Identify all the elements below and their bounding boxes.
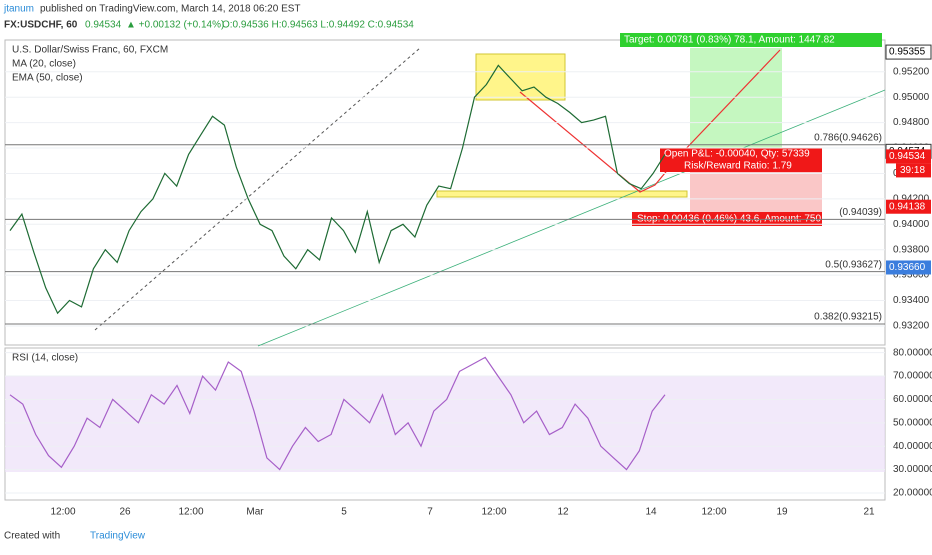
y-tick-label: 0.95200 bbox=[893, 66, 930, 77]
rr: Risk/Reward Ratio: 1.79 bbox=[684, 161, 792, 172]
main-pane bbox=[4, 39, 886, 346]
rsi-tick-label: 60.00000 bbox=[893, 394, 932, 405]
header: jtanum published on TradingView.com, Mar… bbox=[3, 4, 414, 31]
target: Target: 0.00781 (0.83%) 78.1, Amount: 14… bbox=[624, 35, 835, 46]
rsi-tick-label: 40.00000 bbox=[893, 441, 932, 452]
x-tick-label: 19 bbox=[776, 507, 788, 518]
ema-legend: EMA (50, close) bbox=[12, 73, 83, 84]
y-tick-label: 0.94000 bbox=[893, 219, 930, 230]
x-tick-label: Mar bbox=[246, 507, 264, 518]
rsi-tick-label: 30.00000 bbox=[893, 464, 932, 475]
x-tick-label: 7 bbox=[427, 507, 433, 518]
price-label-box bbox=[886, 260, 931, 275]
published: published on TradingView.com, March 14, … bbox=[40, 4, 301, 15]
fib-label: 0.786(0.94626) bbox=[814, 132, 882, 143]
x-tick-label: 12 bbox=[557, 507, 569, 518]
y-tick-label: 0.94200 bbox=[893, 193, 930, 204]
profit-zone bbox=[690, 48, 782, 160]
trendline bbox=[257, 89, 886, 347]
last: 0.94534 bbox=[85, 20, 122, 31]
countdown-box bbox=[896, 163, 931, 178]
symbol: FX:USDCHF, 60 bbox=[4, 20, 78, 31]
y-tick-label: 0.95000 bbox=[893, 92, 930, 103]
x-tick-label: 12:00 bbox=[481, 507, 506, 518]
x-tick-label: 26 bbox=[119, 507, 131, 518]
user: jtanum bbox=[3, 4, 34, 15]
fib-label: 0.382(0.93215) bbox=[814, 312, 882, 323]
zone-bottom bbox=[436, 190, 688, 198]
rsi-tick-label: 70.00000 bbox=[893, 371, 932, 382]
rsi-legend: RSI (14, close) bbox=[12, 353, 78, 364]
fib-label: (0.94039) bbox=[839, 207, 882, 218]
chart-layer: 0.93200 0.93400 0.93600 0.93800 0.94000 0.942… bbox=[5, 44, 932, 518]
rsi-line bbox=[9, 356, 666, 471]
y-tick-label: 0.93200 bbox=[893, 321, 930, 332]
created: Created with bbox=[4, 531, 60, 542]
brand: TradingView bbox=[90, 531, 146, 542]
pnl-box bbox=[660, 148, 822, 172]
x-tick-label: 12:00 bbox=[701, 507, 726, 518]
price-line bbox=[9, 64, 666, 315]
rsi-tick-label: 50.00000 bbox=[893, 417, 932, 428]
price-label-box bbox=[885, 44, 932, 60]
x-tick-label: 14 bbox=[645, 507, 657, 518]
target-box bbox=[620, 33, 882, 47]
price-label: 0.93660 bbox=[889, 262, 926, 273]
y-tick-label: 0.94800 bbox=[893, 117, 930, 128]
price-label: 0.94534 bbox=[889, 151, 926, 162]
rsi-band bbox=[5, 376, 885, 472]
y-tick-label: 0.93400 bbox=[893, 295, 930, 306]
price-label: 0.95355 bbox=[889, 47, 926, 58]
ohlc: O:0.94536 H:0.94563 L:0.94492 C:0.94534 bbox=[222, 20, 414, 31]
price-label-box bbox=[886, 149, 931, 164]
y-tick-label: 0.93800 bbox=[893, 244, 930, 255]
ma-legend: MA (20, close) bbox=[12, 59, 76, 70]
rsi-tick-label: 80.00000 bbox=[893, 347, 932, 358]
x-tick-label: 12:00 bbox=[178, 507, 203, 518]
change: ▲ +0.00132 (+0.14%) bbox=[126, 20, 224, 31]
y-tick-label: 0.93600 bbox=[893, 270, 930, 281]
x-tick-label: 5 bbox=[341, 507, 347, 518]
fib-label: 0.5(0.93627) bbox=[825, 259, 882, 270]
price-label: 0.94138 bbox=[889, 201, 926, 212]
countdown: 39:18 bbox=[900, 165, 925, 176]
x-tick-label: 21 bbox=[863, 507, 875, 518]
pnl: Open P&L: -0.00040, Qty: 57339 bbox=[664, 149, 810, 160]
instrument: U.S. Dollar/Swiss Franc, 60, FXCM bbox=[12, 45, 168, 56]
price-label-box bbox=[886, 199, 931, 214]
x-tick-label: 12:00 bbox=[50, 507, 75, 518]
rsi-tick-label: 20.00000 bbox=[893, 488, 932, 499]
projection bbox=[519, 49, 781, 193]
